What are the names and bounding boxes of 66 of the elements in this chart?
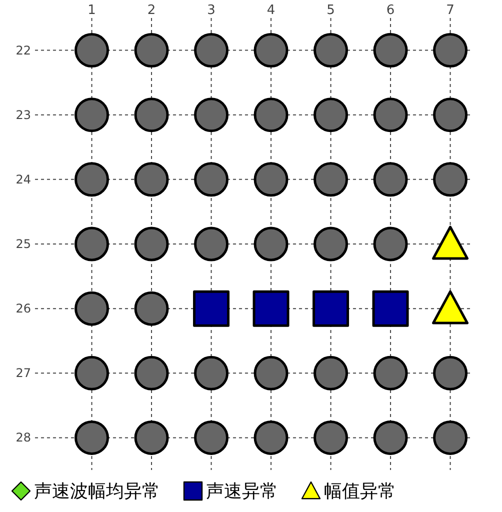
- y-tick-label: 22: [16, 43, 31, 58]
- point: [74, 226, 110, 262]
- point: [134, 33, 169, 68]
- point: [74, 420, 110, 455]
- point: [254, 33, 288, 68]
- y-tick-label: 23: [16, 108, 31, 122]
- point: [433, 162, 468, 197]
- point: [372, 290, 409, 327]
- legend-label: 声速异常: [206, 481, 278, 502]
- legend-label: 声速波幅均异常: [34, 481, 160, 502]
- point: [252, 290, 290, 327]
- point: [254, 162, 288, 197]
- point: [373, 33, 408, 68]
- x-tick-label: 3: [207, 3, 216, 18]
- point: [314, 33, 348, 68]
- point: [134, 356, 169, 390]
- point: [254, 226, 288, 262]
- y-tick-label: 24: [16, 172, 31, 186]
- point: [74, 162, 110, 197]
- point: [134, 98, 169, 132]
- point: [432, 226, 469, 260]
- y-tick-label: 27: [16, 366, 31, 380]
- x-tick-label: 4: [266, 3, 276, 18]
- point: [314, 356, 348, 390]
- point: [74, 33, 110, 68]
- point: [134, 226, 169, 262]
- point: [194, 162, 229, 197]
- point: [134, 162, 169, 197]
- x-tick-label: 1: [88, 3, 96, 18]
- point: [314, 420, 348, 455]
- point: [194, 356, 229, 390]
- x-tick-label: 7: [446, 3, 454, 18]
- point: [194, 226, 229, 262]
- point: [134, 420, 169, 455]
- point: [433, 356, 468, 390]
- point: [254, 98, 288, 132]
- point: [194, 33, 229, 68]
- x-tick-label: 6: [386, 3, 395, 18]
- y-tick-label: 26: [16, 302, 31, 316]
- point: [373, 420, 408, 455]
- point: [134, 291, 169, 326]
- point: [373, 226, 408, 262]
- point: [254, 420, 288, 455]
- point: [312, 290, 350, 327]
- y-tick-label: 28: [16, 430, 31, 445]
- point: [433, 98, 468, 132]
- point: [74, 98, 110, 132]
- point: [314, 98, 348, 132]
- point: [433, 420, 468, 455]
- x-tick-label: 2: [147, 3, 156, 18]
- point: [193, 290, 230, 327]
- point: [314, 162, 348, 197]
- point: [194, 420, 229, 455]
- point: [314, 226, 348, 262]
- point: [74, 291, 110, 326]
- point: [373, 98, 408, 132]
- point: [433, 33, 468, 68]
- point: [194, 98, 229, 132]
- y-tick-label: 25: [16, 237, 31, 251]
- point: [74, 356, 110, 390]
- point: [373, 356, 408, 390]
- point: [432, 290, 469, 324]
- point: [373, 162, 408, 197]
- legend-label: 幅值异常: [324, 481, 396, 502]
- point: [254, 356, 288, 390]
- x-tick-label: 5: [326, 3, 335, 18]
